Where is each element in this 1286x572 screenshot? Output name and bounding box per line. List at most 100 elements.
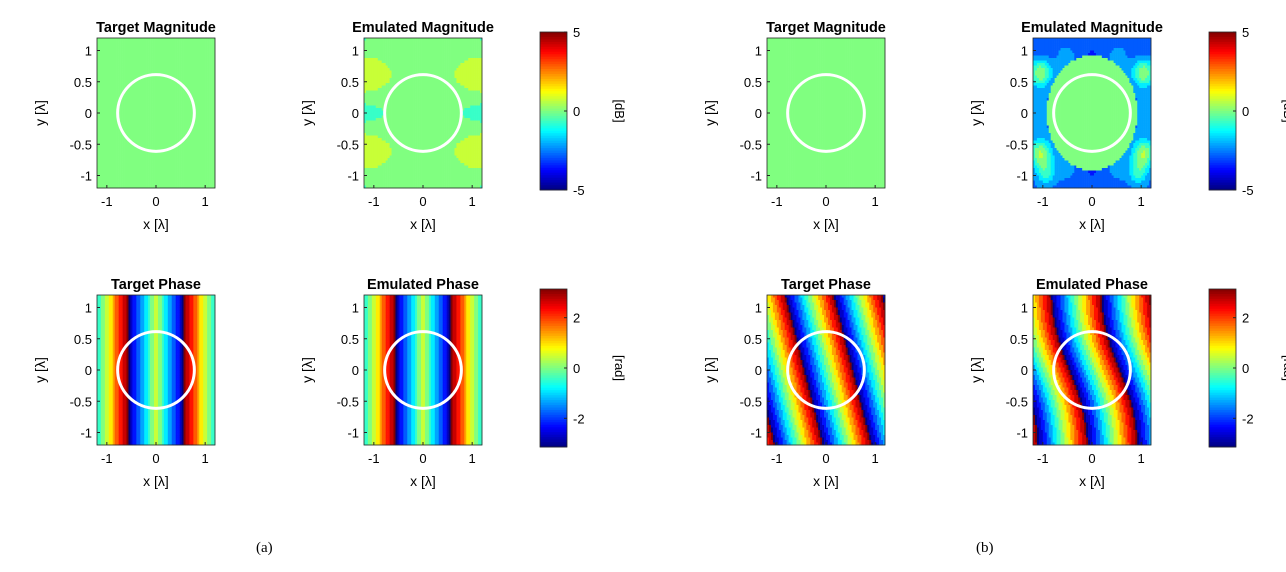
heatmap-cell bbox=[150, 58, 152, 61]
heatmap-cell bbox=[180, 63, 182, 66]
heatmap-cell bbox=[140, 63, 142, 66]
heatmap-cell bbox=[209, 68, 211, 71]
heatmap-cell bbox=[164, 51, 166, 54]
heatmap-cell bbox=[187, 58, 189, 61]
heatmap-cell bbox=[170, 83, 172, 86]
heatmap-cell bbox=[144, 71, 146, 74]
heatmap-cell bbox=[191, 68, 193, 71]
heatmap-cell bbox=[199, 63, 201, 66]
heatmap-cell bbox=[193, 61, 195, 64]
heatmap-cell bbox=[182, 38, 184, 41]
heatmap-cell bbox=[123, 83, 125, 86]
heatmap-cell bbox=[132, 56, 134, 59]
heatmap-cell bbox=[115, 46, 117, 49]
heatmap-cell bbox=[195, 76, 197, 79]
heatmap-cell bbox=[193, 73, 195, 76]
heatmap-cell bbox=[140, 58, 142, 61]
heatmap-cell bbox=[164, 81, 166, 84]
heatmap-cell bbox=[121, 38, 123, 41]
heatmap-cell bbox=[111, 43, 113, 46]
heatmap-cell bbox=[132, 58, 134, 61]
heatmap-cell bbox=[193, 66, 195, 69]
heatmap-cell bbox=[144, 56, 146, 59]
heatmap-cell bbox=[99, 41, 101, 44]
heatmap-cell bbox=[199, 76, 201, 79]
heatmap-cell bbox=[182, 43, 184, 46]
heatmap-cell bbox=[130, 48, 132, 51]
heatmap-cell bbox=[211, 53, 213, 56]
heatmap-cell bbox=[199, 71, 201, 74]
heatmap-cell bbox=[191, 38, 193, 41]
heatmap-cell bbox=[113, 93, 115, 96]
heatmap-cell bbox=[140, 88, 142, 91]
heatmap-cell bbox=[146, 63, 148, 66]
heatmap-cell bbox=[119, 66, 121, 69]
heatmap-cell bbox=[195, 38, 197, 41]
heatmap-cell bbox=[160, 71, 162, 74]
heatmap-cell bbox=[187, 48, 189, 51]
heatmap-cell bbox=[199, 61, 201, 64]
heatmap-cell bbox=[182, 71, 184, 74]
heatmap-cell bbox=[111, 61, 113, 64]
heatmap-cell bbox=[178, 41, 180, 44]
heatmap-cell bbox=[182, 56, 184, 59]
heatmap-cell bbox=[121, 51, 123, 54]
heatmap-cell bbox=[130, 88, 132, 91]
heatmap-cell bbox=[152, 48, 154, 51]
heatmap-cell bbox=[105, 48, 107, 51]
heatmap-cell bbox=[186, 66, 188, 69]
heatmap-cell bbox=[193, 91, 195, 94]
heatmap-cell bbox=[193, 51, 195, 54]
heatmap-cell bbox=[162, 38, 164, 41]
heatmap-cell bbox=[166, 46, 168, 49]
heatmap-cell bbox=[105, 76, 107, 79]
heatmap-cell bbox=[154, 86, 156, 89]
heatmap-cell bbox=[128, 41, 130, 44]
heatmap-cell bbox=[207, 63, 209, 66]
heatmap-cell bbox=[199, 46, 201, 49]
heatmap-cell bbox=[144, 41, 146, 44]
heatmap-cell bbox=[180, 78, 182, 81]
heatmap-cell bbox=[166, 86, 168, 89]
heatmap-cell bbox=[113, 76, 115, 79]
heatmap-cell bbox=[136, 53, 138, 56]
heatmap-cell bbox=[160, 56, 162, 59]
heatmap-cell bbox=[142, 41, 144, 44]
heatmap-cell bbox=[136, 56, 138, 59]
heatmap-cell bbox=[162, 88, 164, 91]
heatmap-cell bbox=[107, 61, 109, 64]
heatmap-cell bbox=[156, 81, 158, 84]
heatmap-cell bbox=[166, 71, 168, 74]
heatmap-cell bbox=[115, 61, 117, 64]
heatmap-cell bbox=[172, 56, 174, 59]
heatmap-cell bbox=[199, 68, 201, 71]
heatmap-cell bbox=[111, 53, 113, 56]
heatmap-cell bbox=[178, 58, 180, 61]
heatmap-cell bbox=[142, 56, 144, 59]
heatmap-cell bbox=[160, 63, 162, 66]
heatmap-cell bbox=[101, 83, 103, 86]
heatmap-cell bbox=[184, 38, 186, 41]
heatmap-cell bbox=[152, 61, 154, 64]
heatmap-cell bbox=[146, 83, 148, 86]
heatmap-cell bbox=[144, 61, 146, 64]
heatmap-cell bbox=[132, 61, 134, 64]
heatmap-cell bbox=[103, 61, 105, 64]
heatmap-cell bbox=[109, 38, 111, 41]
heatmap-cell bbox=[109, 51, 111, 54]
heatmap-cell bbox=[134, 53, 136, 56]
heatmap-cell bbox=[154, 78, 156, 81]
heatmap-cell bbox=[191, 76, 193, 79]
heatmap-cell bbox=[184, 71, 186, 74]
heatmap-cell bbox=[105, 81, 107, 84]
heatmap-cell bbox=[144, 43, 146, 46]
heatmap-cell bbox=[128, 43, 130, 46]
heatmap-cell bbox=[162, 53, 164, 56]
heatmap-cell bbox=[99, 58, 101, 61]
heatmap-cell bbox=[148, 58, 150, 61]
heatmap-cell bbox=[187, 51, 189, 54]
heatmap-cell bbox=[184, 76, 186, 79]
heatmap-cell bbox=[172, 66, 174, 69]
heatmap-cell bbox=[187, 78, 189, 81]
heatmap-cell bbox=[205, 71, 207, 74]
